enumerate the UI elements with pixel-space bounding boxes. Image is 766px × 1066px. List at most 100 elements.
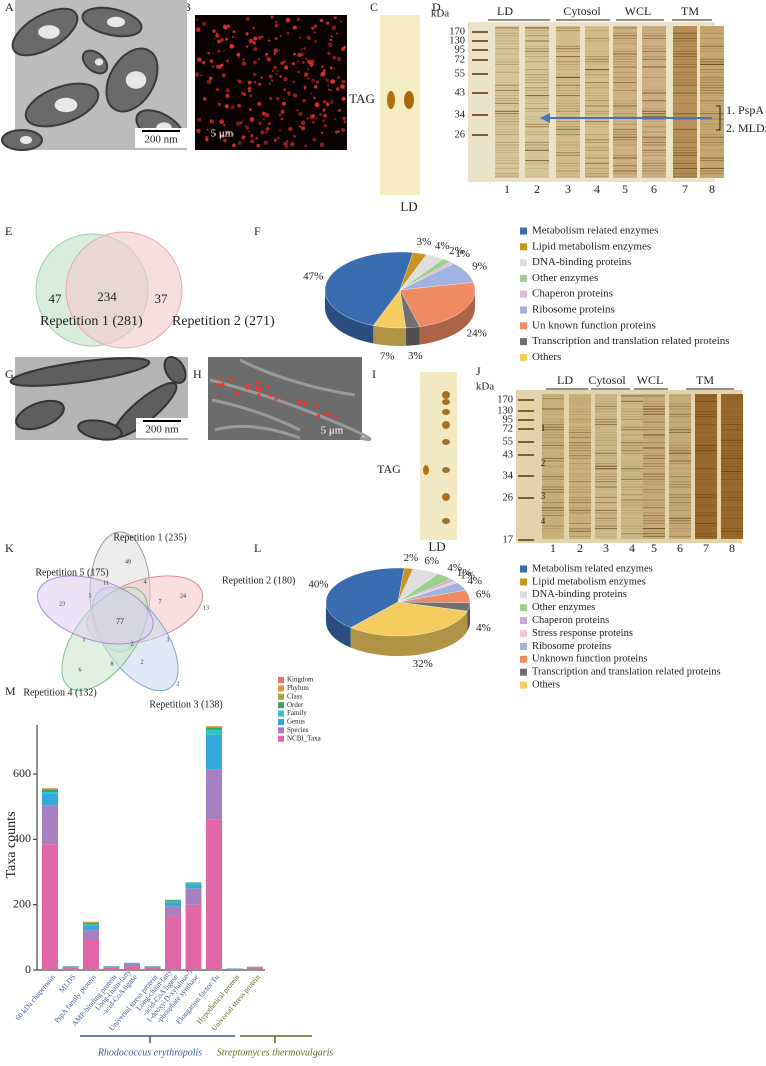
lipid-droplet — [277, 137, 280, 140]
lipid-droplet — [341, 128, 345, 132]
lipid-droplet — [337, 108, 341, 112]
inclusion — [54, 97, 78, 113]
venn-count: 6 — [79, 667, 82, 673]
lipid-droplet — [343, 120, 347, 124]
lipid-droplet — [220, 38, 224, 42]
lane — [495, 26, 519, 178]
lipid-droplet — [334, 414, 339, 419]
venn-count: 23 — [59, 601, 65, 607]
lipid-droplet — [319, 72, 324, 77]
marker-label: 34 — [455, 109, 466, 120]
legend-swatch — [520, 338, 527, 346]
legend-swatch — [520, 290, 527, 298]
lipid-droplet — [274, 37, 278, 40]
lipid-droplet — [328, 42, 333, 47]
lane-number: 8 — [709, 182, 715, 196]
x-tick-label: 60 kDa chaperonin — [13, 972, 57, 1022]
lipid-droplet — [293, 135, 296, 138]
lipid-droplet — [282, 97, 285, 100]
legend-swatch — [520, 259, 527, 267]
legend-swatch — [520, 617, 527, 625]
legend-label: Lipid metabolism enzymes — [532, 240, 651, 252]
bar-segment — [42, 793, 58, 806]
lipid-droplet — [209, 119, 212, 122]
lipid-droplet — [314, 24, 317, 28]
lipid-droplet — [265, 127, 270, 131]
lipid-droplet — [305, 57, 307, 60]
lipid-droplet — [252, 26, 255, 30]
lipid-droplet — [211, 52, 214, 55]
pie-value-label: 1% — [460, 569, 475, 581]
tlc-spot — [442, 409, 450, 415]
lipid-droplet — [255, 386, 259, 391]
lane-group: WCL — [625, 4, 652, 18]
lipid-droplet — [224, 104, 229, 109]
scale-bar-label: 5 μm — [211, 128, 234, 140]
lipid-droplet — [331, 99, 334, 102]
lipid-droplet — [286, 31, 290, 35]
lipid-droplet — [278, 49, 281, 52]
inclusion — [20, 136, 32, 144]
bar-segment — [42, 791, 58, 794]
lipid-droplet — [319, 142, 325, 148]
lipid-droplet — [280, 109, 285, 115]
tlc-spot — [423, 465, 429, 475]
lipid-droplet — [315, 117, 318, 120]
venn-count: 2 — [177, 681, 180, 687]
lipid-droplet — [273, 138, 277, 142]
panel-letter: H — [193, 367, 202, 381]
legend-label: Ribosome proteins — [532, 304, 615, 316]
lipid-droplet — [250, 139, 254, 144]
venn-count: 77 — [116, 617, 124, 626]
cell — [163, 356, 187, 384]
lipid-droplet — [289, 141, 295, 147]
lipid-droplet — [275, 21, 278, 24]
lipid-droplet — [328, 88, 331, 91]
legend-swatch — [520, 306, 527, 314]
lipid-droplet — [297, 71, 300, 73]
lane-group: Cytosol — [588, 373, 626, 387]
pie-value-label: 6% — [424, 555, 439, 567]
lipid-droplet — [232, 30, 236, 34]
legend-swatch — [520, 668, 527, 676]
lipid-droplet — [335, 87, 340, 91]
lipid-droplet — [217, 102, 221, 106]
lane-number: 1 — [504, 182, 510, 196]
lipid-droplet — [232, 143, 236, 148]
bar-segment — [124, 964, 140, 967]
lipid-droplet — [314, 31, 316, 34]
lipid-droplet — [333, 67, 336, 70]
lipid-droplet — [228, 377, 233, 382]
venn-count: 2 — [141, 659, 144, 665]
bar-segment — [62, 967, 79, 970]
marker-label: 26 — [455, 129, 466, 140]
lipid-droplet — [262, 118, 266, 121]
lane-number: 5 — [651, 541, 657, 555]
cell — [9, 357, 151, 387]
legend-swatch — [278, 735, 284, 742]
lipid-droplet — [266, 56, 272, 62]
y-axis-label: Taxa counts — [4, 811, 19, 878]
lipid-droplet — [288, 127, 291, 131]
scale-box — [135, 128, 187, 148]
lane-group: Cytosol — [563, 4, 601, 18]
lipid-droplet — [250, 134, 254, 138]
lipid-droplet — [332, 55, 337, 60]
lipid-droplet — [303, 401, 307, 405]
fluorescence-image — [195, 15, 347, 150]
legend-label: Lipid metabolism enzymes — [532, 576, 646, 587]
lipid-droplet — [327, 51, 331, 55]
lipid-droplet — [219, 119, 224, 125]
lipid-droplet — [217, 383, 221, 387]
lipid-droplet — [310, 92, 313, 95]
lipid-droplet — [279, 75, 282, 78]
lipid-droplet — [268, 74, 273, 79]
unit-label: kDa — [431, 8, 449, 20]
tlc-spot — [442, 493, 450, 501]
lipid-droplet — [300, 48, 303, 51]
lane-number: 7 — [682, 182, 688, 196]
lipid-droplet — [195, 27, 201, 32]
lane-number: 4 — [594, 182, 600, 196]
lane-group: LD — [497, 4, 513, 18]
